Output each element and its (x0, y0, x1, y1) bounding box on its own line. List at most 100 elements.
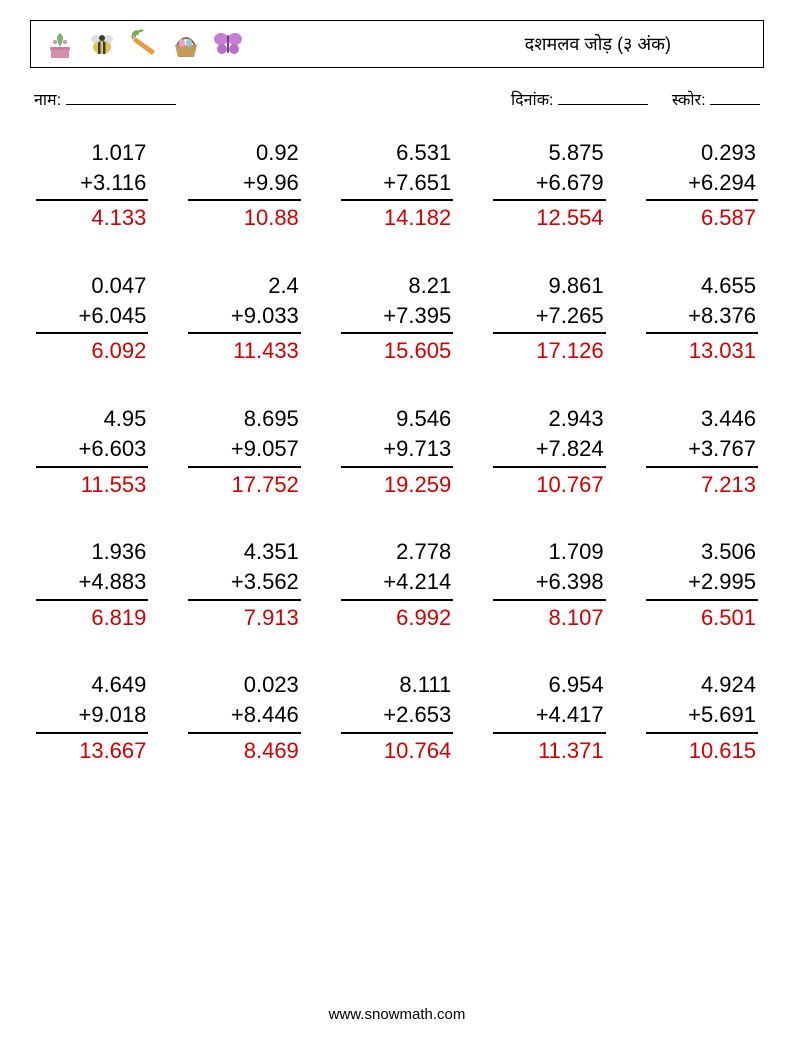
addend-a: 2.943 (493, 404, 605, 434)
problem: 2.4+9.03311.433 (188, 271, 300, 366)
addend-b: +7.395 (341, 301, 453, 331)
rule-line (188, 332, 300, 334)
rule-line (36, 332, 148, 334)
problem: 0.047+6.0456.092 (36, 271, 148, 366)
addend-a: 4.351 (188, 537, 300, 567)
problem: 1.936+4.8836.819 (36, 537, 148, 632)
addend-b: +4.417 (493, 700, 605, 730)
rule-line (36, 732, 148, 734)
addend-a: 4.655 (646, 271, 758, 301)
addend-a: 2.778 (341, 537, 453, 567)
answer: 8.469 (188, 736, 300, 766)
date-label-text: दिनांक: (511, 92, 553, 109)
answer: 17.752 (188, 470, 300, 500)
name-blank (66, 89, 176, 105)
problems-grid: 1.017+3.1164.1330.92+9.9610.886.531+7.65… (30, 138, 764, 765)
rule-line (341, 599, 453, 601)
answer: 6.501 (646, 603, 758, 633)
addend-a: 9.546 (341, 404, 453, 434)
addend-a: 2.4 (188, 271, 300, 301)
bee-icon (85, 27, 119, 61)
problem: 2.943+7.824 10.767 (493, 404, 605, 499)
addend-a: 4.649 (36, 670, 148, 700)
problem: 3.506+2.9956.501 (646, 537, 758, 632)
rule-line (36, 199, 148, 201)
addend-b: +6.679 (493, 168, 605, 198)
addend-b: +8.376 (646, 301, 758, 331)
addend-a: 8.111 (341, 670, 453, 700)
addend-b: +9.96 (188, 168, 300, 198)
answer: 7.213 (646, 470, 758, 500)
answer: 14.182 (341, 203, 453, 233)
addend-b: +6.045 (36, 301, 148, 331)
header-box: दशमलव जोड़ (३ अंक) (30, 20, 764, 68)
addend-b: +7.651 (341, 168, 453, 198)
answer: 10.764 (341, 736, 453, 766)
answer: 10.88 (188, 203, 300, 233)
score-blank (710, 89, 760, 105)
addend-b: +2.653 (341, 700, 453, 730)
answer: 11.371 (493, 736, 605, 766)
problem: 9.861+7.265 17.126 (493, 271, 605, 366)
basket-eggs-icon (169, 27, 203, 61)
addend-a: 8.695 (188, 404, 300, 434)
rule-line (493, 332, 605, 334)
rule-line (188, 732, 300, 734)
rule-line (36, 599, 148, 601)
addend-b: +6.398 (493, 567, 605, 597)
rule-line (493, 466, 605, 468)
answer: 4.133 (36, 203, 148, 233)
addend-a: 1.017 (36, 138, 148, 168)
rule-line (188, 466, 300, 468)
problem: 4.351+3.5627.913 (188, 537, 300, 632)
carrot-icon (127, 27, 161, 61)
date-label: दिनांक: (511, 88, 648, 110)
answer: 10.767 (493, 470, 605, 500)
rule-line (646, 199, 758, 201)
footer-url: www.snowmath.com (0, 1006, 794, 1023)
rule-line (646, 332, 758, 334)
addend-b: +3.767 (646, 434, 758, 464)
answer: 12.554 (493, 203, 605, 233)
addend-a: 4.95 (36, 404, 148, 434)
answer: 6.819 (36, 603, 148, 633)
rule-line (493, 599, 605, 601)
addend-a: 4.924 (646, 670, 758, 700)
icons-row (43, 27, 245, 61)
rule-line (188, 599, 300, 601)
addend-a: 9.861 (493, 271, 605, 301)
addend-a: 1.936 (36, 537, 148, 567)
name-label: नाम: (34, 88, 176, 110)
addend-a: 0.92 (188, 138, 300, 168)
butterfly-icon (211, 27, 245, 61)
rule-line (341, 466, 453, 468)
problem: 0.023+8.4468.469 (188, 670, 300, 765)
addend-b: +6.603 (36, 434, 148, 464)
answer: 10.615 (646, 736, 758, 766)
addend-a: 6.954 (493, 670, 605, 700)
answer: 15.605 (341, 336, 453, 366)
worksheet-title: दशमलव जोड़ (३ अंक) (525, 32, 671, 56)
rule-line (341, 199, 453, 201)
addend-a: 0.293 (646, 138, 758, 168)
addend-a: 3.446 (646, 404, 758, 434)
score-label: स्कोर: (672, 88, 760, 110)
rule-line (646, 732, 758, 734)
addend-b: +8.446 (188, 700, 300, 730)
addend-b: +7.265 (493, 301, 605, 331)
answer: 6.587 (646, 203, 758, 233)
addend-a: 1.709 (493, 537, 605, 567)
problem: 4.649+9.01813.667 (36, 670, 148, 765)
addend-b: +7.824 (493, 434, 605, 464)
answer: 11.553 (36, 470, 148, 500)
addend-a: 8.21 (341, 271, 453, 301)
answer: 17.126 (493, 336, 605, 366)
rule-line (646, 466, 758, 468)
answer: 13.031 (646, 336, 758, 366)
rule-line (493, 199, 605, 201)
name-label-text: नाम: (34, 92, 61, 109)
rule-line (646, 599, 758, 601)
answer: 11.433 (188, 336, 300, 366)
addend-a: 3.506 (646, 537, 758, 567)
problem: 8.695+9.05717.752 (188, 404, 300, 499)
